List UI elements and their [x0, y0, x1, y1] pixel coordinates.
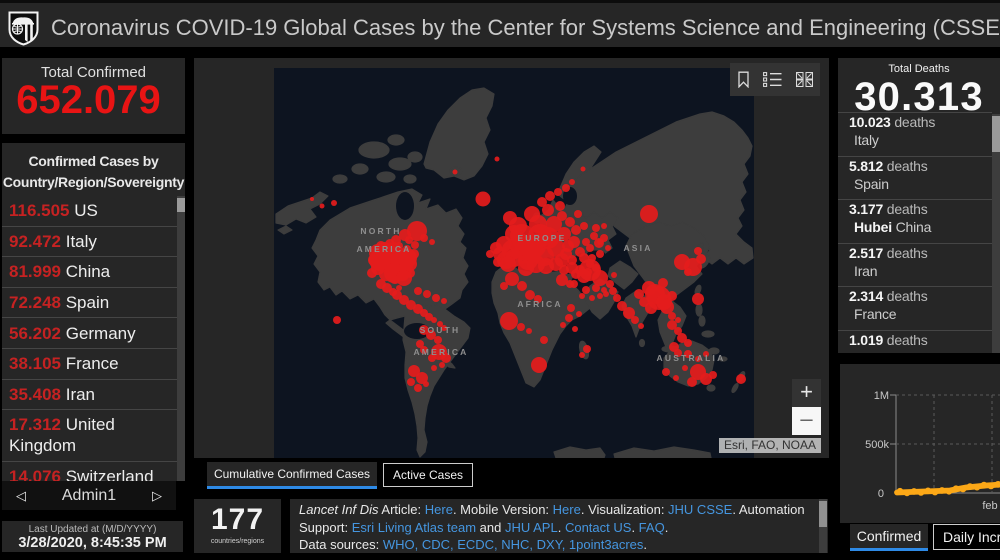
svg-text:AFRICA: AFRICA [517, 299, 562, 309]
svg-text:EUROPE: EUROPE [517, 233, 566, 243]
svg-text:1M: 1M [874, 390, 889, 402]
svg-text:0: 0 [878, 488, 884, 500]
svg-text:500k: 500k [865, 439, 889, 451]
svg-text:SOUTH: SOUTH [420, 325, 461, 335]
svg-text:AMERICA: AMERICA [356, 244, 411, 254]
svg-text:AMERICA: AMERICA [413, 347, 468, 357]
svg-text:feb: feb [982, 500, 997, 512]
svg-text:AUSTRALIA: AUSTRALIA [657, 353, 726, 363]
svg-text:NORTH: NORTH [360, 226, 401, 236]
svg-text:ASIA: ASIA [623, 243, 652, 253]
